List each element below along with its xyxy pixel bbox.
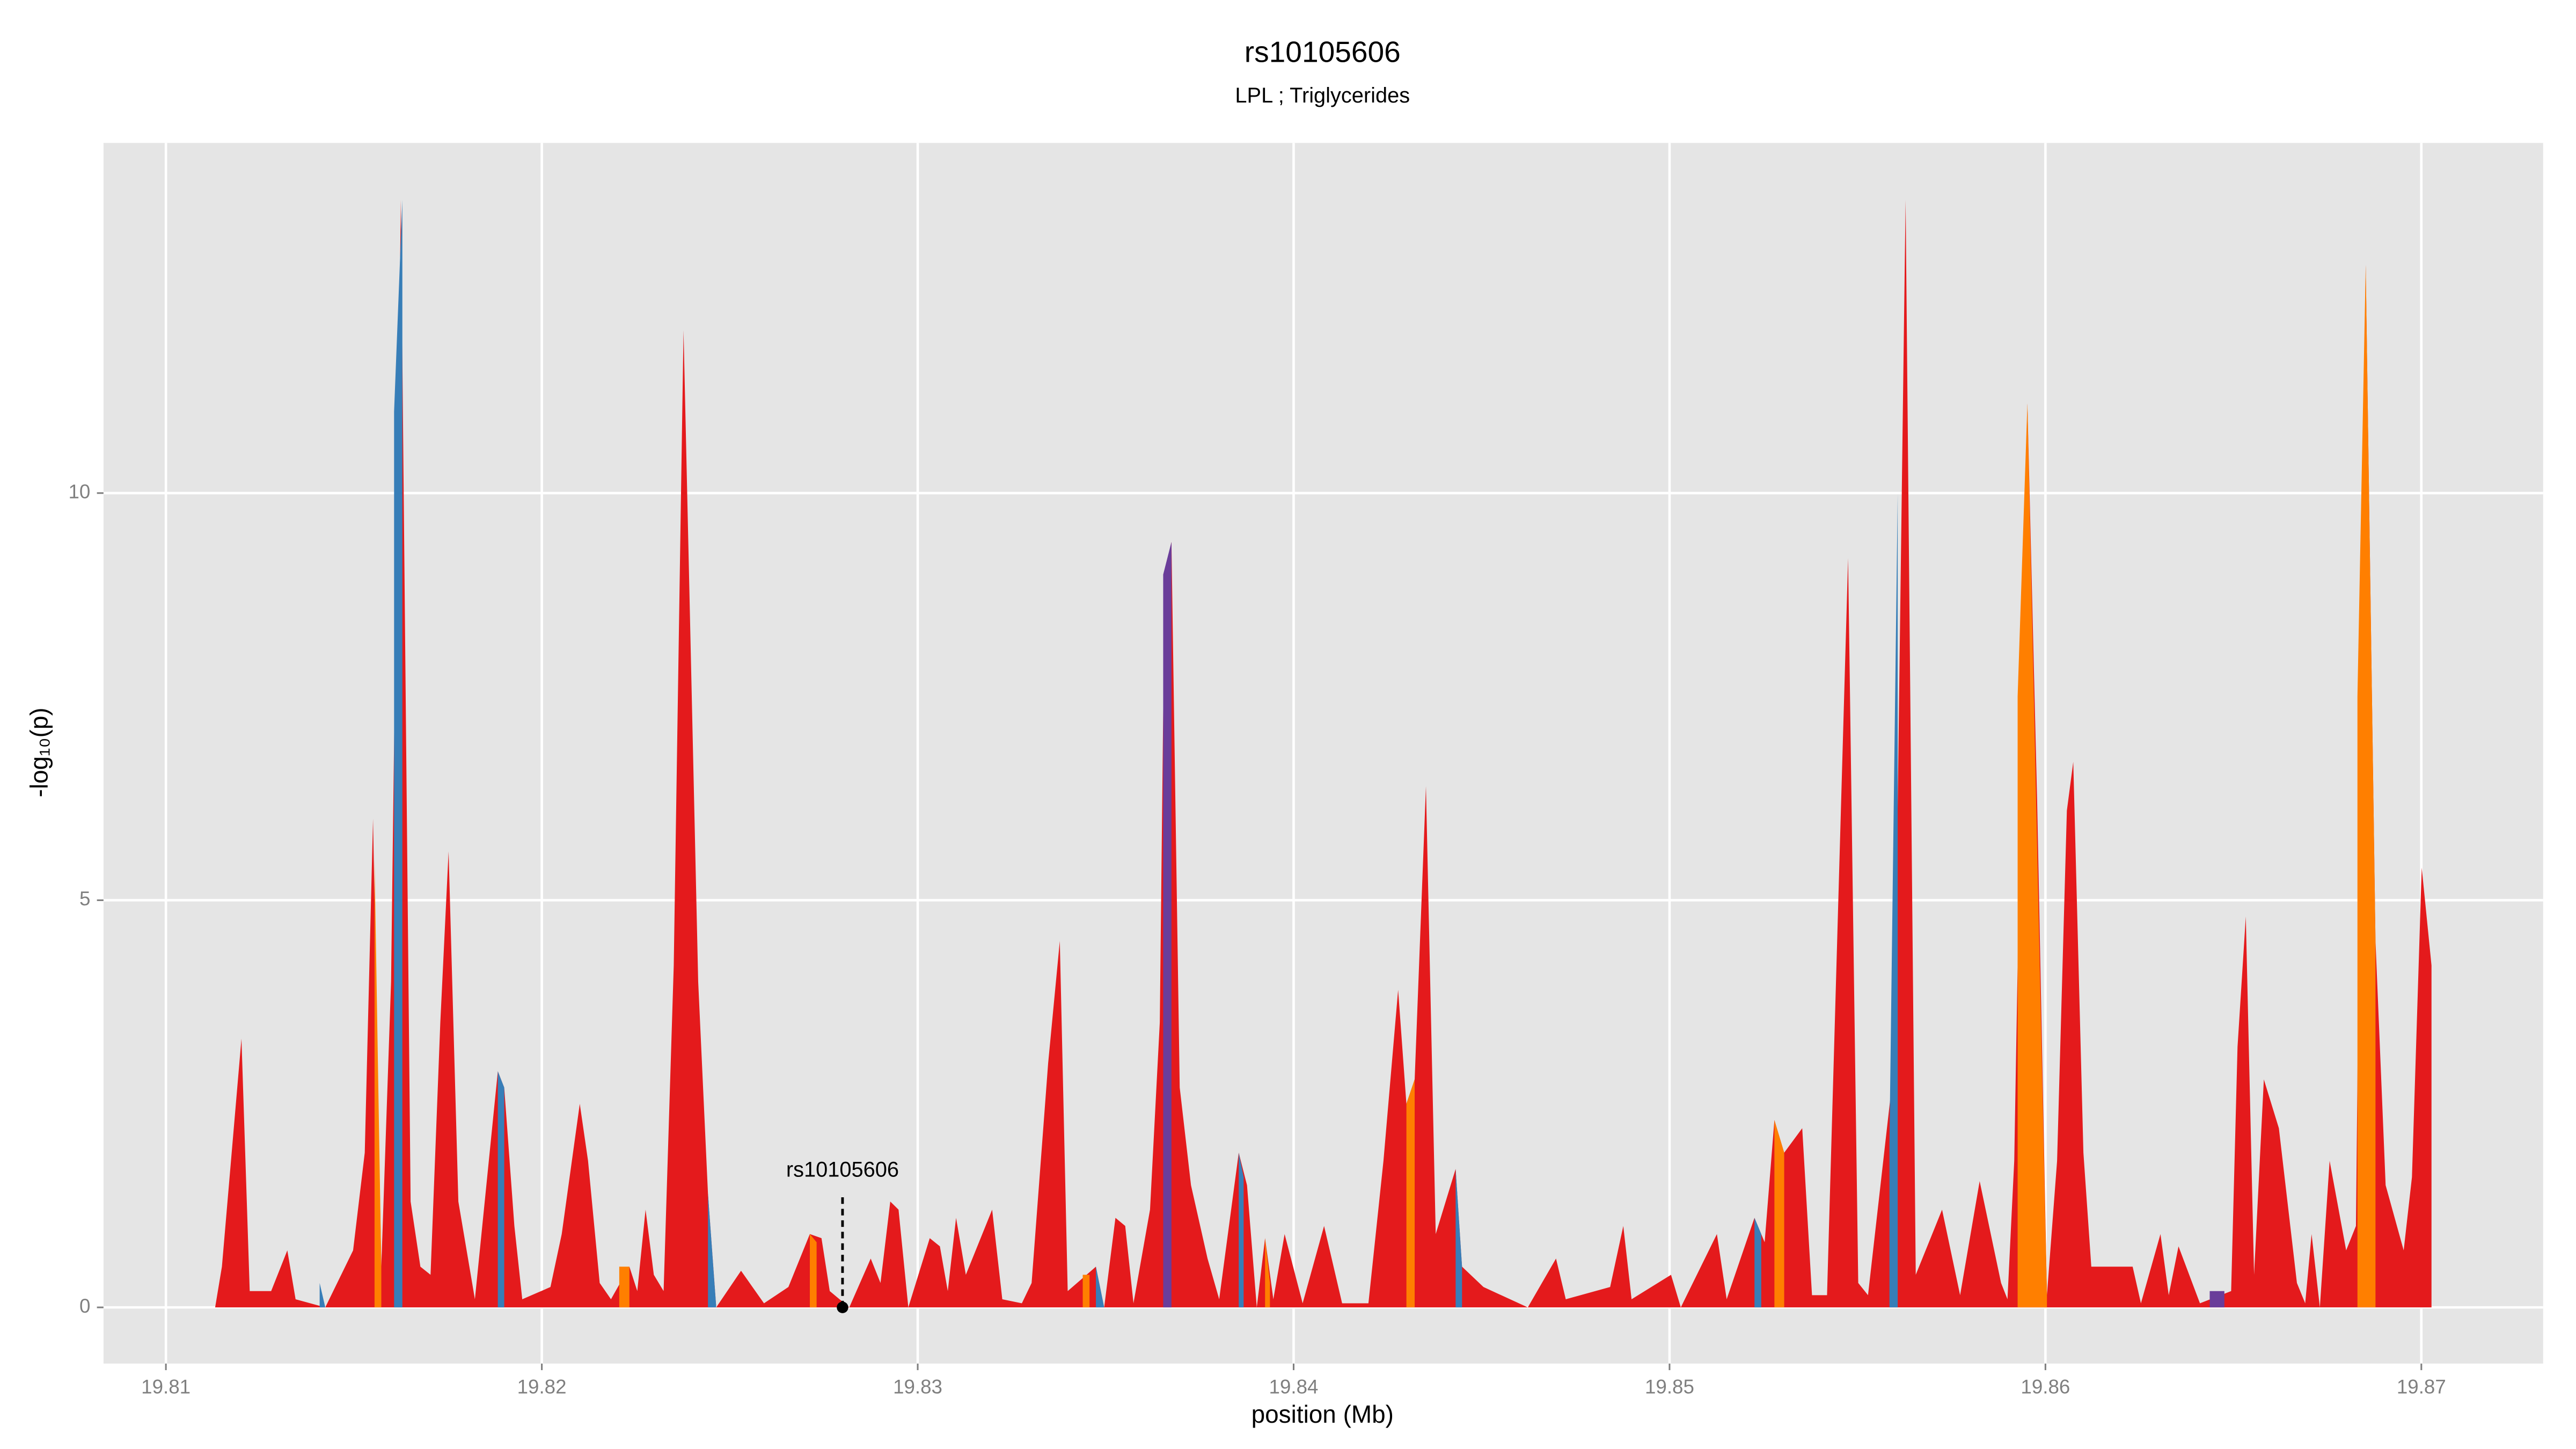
area [319, 1283, 326, 1308]
area [374, 859, 382, 1308]
plot-background [103, 143, 2543, 1364]
x-tick-label: 19.85 [1645, 1375, 1694, 1397]
area [1406, 1079, 1415, 1308]
y-axis-label: -log₁₀(p) [25, 707, 53, 797]
y-tick-label: 5 [79, 888, 90, 910]
x-tick-label: 19.86 [2021, 1375, 2070, 1397]
x-tick-label: 19.82 [517, 1375, 567, 1397]
area [810, 1234, 817, 1308]
area [619, 1267, 630, 1308]
annotation-label: rs10105606 [786, 1158, 899, 1182]
area [708, 1193, 716, 1308]
chart-subtitle: LPL ; Triglycerides [1235, 84, 1410, 107]
area [215, 200, 2432, 1308]
area [1239, 1152, 1244, 1308]
area [1774, 1120, 1784, 1308]
x-tick-label: 19.83 [893, 1375, 942, 1397]
chart-title: rs10105606 [1245, 35, 1401, 69]
area [394, 200, 402, 1308]
area [497, 1071, 504, 1308]
area [1163, 541, 1172, 1308]
x-tick-label: 19.81 [141, 1375, 191, 1397]
area [2209, 1291, 2224, 1308]
area [2357, 265, 2376, 1308]
area [1082, 1275, 1090, 1308]
x-tick-label: 19.87 [2397, 1375, 2446, 1397]
y-tick-label: 0 [79, 1295, 90, 1317]
annotation-point [837, 1301, 848, 1313]
area [1455, 1169, 1462, 1308]
x-axis-label: position (Mb) [1252, 1400, 1394, 1428]
y-tick-label: 10 [69, 480, 91, 502]
area [2017, 403, 2047, 1308]
area [1265, 1238, 1270, 1308]
x-tick-label: 19.84 [1269, 1375, 1319, 1397]
area [1754, 1218, 1761, 1308]
area [1889, 493, 1898, 1308]
